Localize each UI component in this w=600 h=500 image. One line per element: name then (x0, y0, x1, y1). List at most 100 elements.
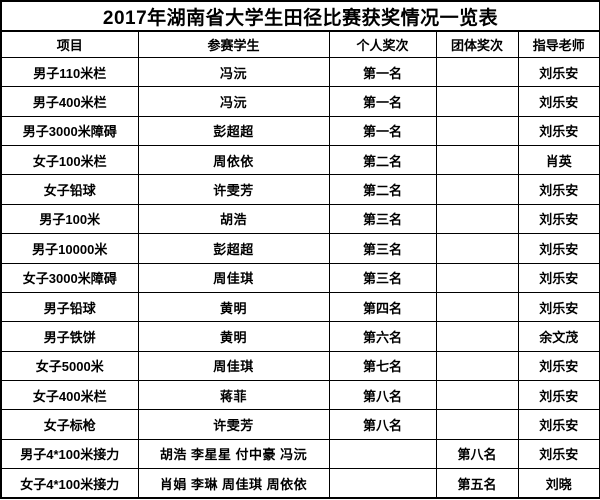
teacher-cell: 刘乐安 (517, 115, 600, 147)
team-award-cell (435, 409, 519, 440)
table-row: 男子3000米障碍 彭超超 第一名 刘乐安 (0, 115, 600, 147)
individual-award-cell: 第六名 (328, 321, 437, 352)
teacher-cell: 刘乐安 (517, 379, 600, 411)
individual-award-cell: 第七名 (328, 350, 437, 381)
table-header-row: 项目 参赛学生 个人奖次 团体奖次 指导老师 (0, 30, 600, 58)
event-cell: 男子110米栏 (0, 56, 139, 88)
students-cell: 黄明 (137, 291, 330, 323)
table-row: 男子铁饼 黄明 第六名 余文茂 (0, 321, 600, 352)
event-cell: 女子3000米障碍 (0, 262, 139, 293)
page-title: 2017年湖南省大学生田径比赛获奖情况一览表 (0, 0, 600, 32)
table-row: 女子铅球 许雯芳 第二名 刘乐安 (0, 174, 600, 205)
individual-award-cell: 第二名 (328, 174, 437, 205)
col-header-teacher: 指导老师 (517, 30, 600, 58)
event-cell: 女子5000米 (0, 350, 139, 381)
event-cell: 女子400米栏 (0, 379, 139, 411)
event-cell: 男子100米 (0, 203, 139, 235)
team-award-cell (435, 174, 519, 205)
team-award-cell (435, 56, 519, 88)
students-cell: 冯沅 (137, 56, 330, 88)
team-award-cell (435, 321, 519, 352)
event-cell: 男子铅球 (0, 291, 139, 323)
students-cell: 黄明 (137, 321, 330, 352)
individual-award-cell: 第三名 (328, 203, 437, 235)
event-cell: 男子3000米障碍 (0, 115, 139, 147)
table-row: 女子4*100米接力 肖娟 李琳 周佳琪 周依依 第五名 刘晓 (0, 468, 600, 499)
individual-award-cell: 第二名 (328, 145, 437, 176)
table-row: 男子4*100米接力 胡浩 李星星 付中豪 冯沅 第八名 刘乐安 (0, 438, 600, 470)
teacher-cell: 刘乐安 (517, 438, 600, 470)
teacher-cell: 刘乐安 (517, 233, 600, 264)
teacher-cell: 肖英 (517, 145, 600, 176)
title-row: 2017年湖南省大学生田径比赛获奖情况一览表 (0, 0, 600, 32)
teacher-cell: 刘乐安 (517, 291, 600, 323)
event-cell: 女子100米栏 (0, 145, 139, 176)
team-award-cell: 第八名 (435, 438, 519, 470)
students-cell: 周依依 (137, 145, 330, 176)
col-header-event: 项目 (0, 30, 139, 58)
team-award-cell (435, 379, 519, 411)
event-cell: 女子4*100米接力 (0, 468, 139, 499)
table-row: 男子100米 胡浩 第三名 刘乐安 (0, 203, 600, 235)
event-cell: 女子铅球 (0, 174, 139, 205)
teacher-cell: 刘乐安 (517, 86, 600, 117)
individual-award-cell: 第一名 (328, 56, 437, 88)
individual-award-cell: 第八名 (328, 379, 437, 411)
students-cell: 蒋菲 (137, 379, 330, 411)
students-cell: 冯沅 (137, 86, 330, 117)
students-cell: 许雯芳 (137, 174, 330, 205)
event-cell: 女子标枪 (0, 409, 139, 440)
table-row: 男子10000米 彭超超 第三名 刘乐安 (0, 233, 600, 264)
individual-award-cell: 第一名 (328, 115, 437, 147)
teacher-cell: 刘乐安 (517, 409, 600, 440)
table-row: 女子标枪 许雯芳 第八名 刘乐安 (0, 409, 600, 440)
table-body: 男子110米栏 冯沅 第一名 刘乐安 男子400米栏 冯沅 第一名 刘乐安 男子… (0, 56, 600, 499)
event-cell: 男子铁饼 (0, 321, 139, 352)
table-row: 女子3000米障碍 周佳琪 第三名 刘乐安 (0, 262, 600, 293)
students-cell: 周佳琪 (137, 262, 330, 293)
team-award-cell (435, 350, 519, 381)
table-row: 男子400米栏 冯沅 第一名 刘乐安 (0, 86, 600, 117)
table-row: 男子铅球 黄明 第四名 刘乐安 (0, 291, 600, 323)
team-award-cell (435, 115, 519, 147)
individual-award-cell: 第一名 (328, 86, 437, 117)
students-cell: 许雯芳 (137, 409, 330, 440)
individual-award-cell (328, 438, 437, 470)
team-award-cell (435, 203, 519, 235)
teacher-cell: 刘乐安 (517, 262, 600, 293)
col-header-team-award: 团体奖次 (435, 30, 519, 58)
team-award-cell (435, 145, 519, 176)
team-award-cell (435, 291, 519, 323)
students-cell: 肖娟 李琳 周佳琪 周依依 (137, 468, 330, 499)
teacher-cell: 刘乐安 (517, 350, 600, 381)
table-row: 男子110米栏 冯沅 第一名 刘乐安 (0, 56, 600, 88)
individual-award-cell: 第三名 (328, 262, 437, 293)
students-cell: 胡浩 李星星 付中豪 冯沅 (137, 438, 330, 470)
teacher-cell: 刘乐安 (517, 203, 600, 235)
teacher-cell: 刘乐安 (517, 56, 600, 88)
teacher-cell: 余文茂 (517, 321, 600, 352)
teacher-cell: 刘晓 (517, 468, 600, 499)
team-award-cell (435, 262, 519, 293)
col-header-individual-award: 个人奖次 (328, 30, 437, 58)
students-cell: 彭超超 (137, 233, 330, 264)
students-cell: 彭超超 (137, 115, 330, 147)
teacher-cell: 刘乐安 (517, 174, 600, 205)
table-row: 女子5000米 周佳琪 第七名 刘乐安 (0, 350, 600, 381)
individual-award-cell (328, 468, 437, 499)
table-row: 女子400米栏 蒋菲 第八名 刘乐安 (0, 379, 600, 411)
individual-award-cell: 第三名 (328, 233, 437, 264)
team-award-cell: 第五名 (435, 468, 519, 499)
individual-award-cell: 第八名 (328, 409, 437, 440)
event-cell: 男子4*100米接力 (0, 438, 139, 470)
individual-award-cell: 第四名 (328, 291, 437, 323)
table-row: 女子100米栏 周依依 第二名 肖英 (0, 145, 600, 176)
team-award-cell (435, 233, 519, 264)
students-cell: 周佳琪 (137, 350, 330, 381)
col-header-students: 参赛学生 (137, 30, 330, 58)
event-cell: 男子10000米 (0, 233, 139, 264)
event-cell: 男子400米栏 (0, 86, 139, 117)
students-cell: 胡浩 (137, 203, 330, 235)
